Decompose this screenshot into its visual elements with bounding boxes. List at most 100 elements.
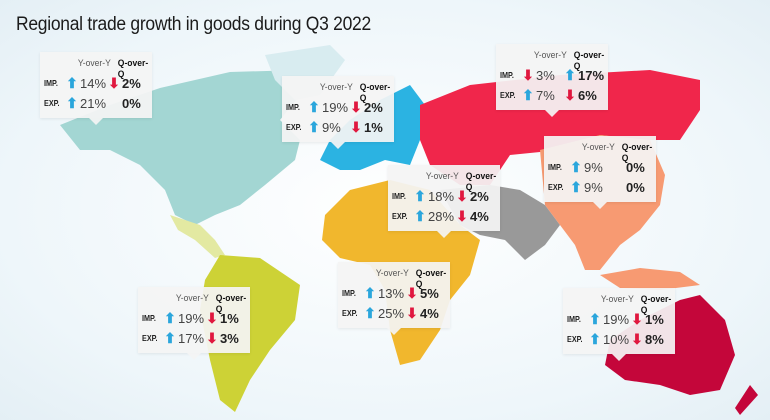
row-label: IMP. <box>342 288 356 298</box>
arrow-up-icon: ⬆ <box>364 305 376 321</box>
qoq-cell: ⬇ 6% <box>564 88 606 103</box>
qoq-value: 6% <box>578 87 597 103</box>
arrow-down-icon: ⬇ <box>631 311 643 327</box>
arrow-down-icon: ⬇ <box>456 188 468 204</box>
row-exp: EXP. ⬆ 21% 0% <box>44 94 152 112</box>
row-label: IMP. <box>142 313 156 323</box>
yoy-cell: ⬆ 10% <box>589 332 631 347</box>
qoq-cell: ⬇ 2% <box>108 76 150 91</box>
callout-east-asia: Y-over-Y Q-over-Q IMP. ⬆ 9% 0% EXP. ⬆ 9%… <box>544 136 656 209</box>
yoy-cell: ⬆ 18% <box>414 189 456 204</box>
row-imp: IMP. ⬆ 19% ⬇ 1% <box>567 310 675 328</box>
row-imp: IMP. ⬆ 19% ⬇ 2% <box>286 98 394 116</box>
yoy-cell: ⬆ 13% <box>364 286 406 301</box>
arrow-up-icon: ⬆ <box>66 95 78 111</box>
qoq-value: 4% <box>470 208 489 224</box>
row-label: EXP. <box>548 182 564 192</box>
qoq-value: 2% <box>470 188 489 204</box>
qoq-cell: ⬇ 4% <box>456 209 498 224</box>
arrow-up-icon: ⬆ <box>308 119 320 135</box>
header-yoy: Y-over-Y <box>319 82 353 93</box>
qoq-cell: ⬇ 4% <box>406 306 448 321</box>
qoq-value: 2% <box>122 75 141 91</box>
arrow-down-icon: ⬇ <box>522 67 534 83</box>
yoy-cell: ⬆ 9% <box>308 120 350 135</box>
region-se-asia <box>600 268 700 290</box>
qoq-value: 2% <box>364 99 383 115</box>
arrow-up-icon: ⬆ <box>414 188 426 204</box>
yoy-cell: ⬇ 3% <box>522 68 564 83</box>
header-yoy: Y-over-Y <box>600 294 634 305</box>
region-central-america <box>170 215 225 258</box>
callout-south-america: Y-over-Y Q-over-Q IMP. ⬆ 19% ⬇ 1% EXP. ⬆… <box>138 287 250 360</box>
qoq-value: 1% <box>645 311 664 327</box>
header-qoq: Q-over-Q <box>573 50 605 72</box>
qoq-cell: 0% <box>108 96 150 111</box>
row-imp: IMP. ⬆ 18% ⬇ 2% <box>392 187 500 205</box>
row-label: IMP. <box>548 162 562 172</box>
qoq-cell: ⬇ 8% <box>631 332 673 347</box>
yoy-cell: ⬆ 9% <box>570 160 612 175</box>
row-label: IMP. <box>567 314 581 324</box>
yoy-value: 28% <box>428 208 455 224</box>
row-exp: EXP. ⬆ 10% ⬇ 8% <box>567 330 675 348</box>
row-exp: EXP. ⬆ 25% ⬇ 4% <box>342 304 450 322</box>
arrow-down-icon: ⬇ <box>350 119 362 135</box>
row-exp: EXP. ⬆ 9% 0% <box>548 178 656 196</box>
qoq-value: 0% <box>626 159 645 175</box>
yoy-value: 21% <box>80 95 107 111</box>
yoy-value: 17% <box>178 330 205 346</box>
header-qoq: Q-over-Q <box>640 294 672 316</box>
header-qoq: Q-over-Q <box>215 293 247 315</box>
row-label: EXP. <box>567 334 583 344</box>
qoq-value: 3% <box>220 330 239 346</box>
yoy-cell: ⬆ 14% <box>66 76 108 91</box>
yoy-value: 18% <box>428 188 455 204</box>
callout-africa: Y-over-Y Q-over-Q IMP. ⬆ 13% ⬇ 5% EXP. ⬆… <box>338 262 450 335</box>
arrow-up-icon: ⬆ <box>589 311 601 327</box>
arrow-up-icon: ⬆ <box>308 99 320 115</box>
qoq-cell: ⬇ 1% <box>206 311 248 326</box>
arrow-up-icon: ⬆ <box>589 331 601 347</box>
row-exp: EXP. ⬆ 17% ⬇ 3% <box>142 329 250 347</box>
row-label: EXP. <box>44 98 60 108</box>
arrow-up-icon: ⬆ <box>570 159 582 175</box>
row-imp: IMP. ⬆ 13% ⬇ 5% <box>342 284 450 302</box>
arrow-up-icon: ⬆ <box>414 208 426 224</box>
row-label: IMP. <box>286 102 300 112</box>
arrow-up-icon: ⬆ <box>522 87 534 103</box>
arrow-up-icon: ⬆ <box>570 179 582 195</box>
arrow-down-icon: ⬇ <box>206 330 218 346</box>
yoy-value: 19% <box>178 310 205 326</box>
row-label: IMP. <box>44 78 58 88</box>
arrow-up-icon: ⬆ <box>364 285 376 301</box>
yoy-cell: ⬆ 19% <box>164 311 206 326</box>
row-label: EXP. <box>286 122 302 132</box>
yoy-value: 25% <box>378 305 405 321</box>
region-new-zealand <box>735 385 758 415</box>
header-yoy: Y-over-Y <box>175 293 209 304</box>
yoy-cell: ⬆ 25% <box>364 306 406 321</box>
arrow-down-icon: ⬇ <box>406 285 418 301</box>
qoq-cell: 0% <box>612 160 654 175</box>
qoq-value: 17% <box>578 67 605 83</box>
qoq-cell: ⬇ 2% <box>350 100 392 115</box>
arrow-down-icon: ⬇ <box>350 99 362 115</box>
yoy-value: 14% <box>80 75 107 91</box>
header-yoy: Y-over-Y <box>375 268 409 279</box>
arrow-down-icon: ⬇ <box>206 310 218 326</box>
yoy-value: 13% <box>378 285 405 301</box>
region-cis <box>420 70 700 185</box>
row-label: EXP. <box>142 333 158 343</box>
yoy-value: 10% <box>603 331 630 347</box>
callout-middle-east: Y-over-Y Q-over-Q IMP. ⬆ 18% ⬇ 2% EXP. ⬆… <box>388 165 500 238</box>
arrow-down-icon: ⬇ <box>564 87 576 103</box>
qoq-cell: ⬇ 2% <box>456 189 498 204</box>
arrow-down-icon: ⬇ <box>406 305 418 321</box>
row-label: EXP. <box>392 211 408 221</box>
qoq-value: 1% <box>364 119 383 135</box>
yoy-value: 9% <box>584 179 603 195</box>
yoy-cell: ⬆ 17% <box>164 331 206 346</box>
row-label: EXP. <box>342 308 358 318</box>
arrow-up-icon: ⬆ <box>66 75 78 91</box>
